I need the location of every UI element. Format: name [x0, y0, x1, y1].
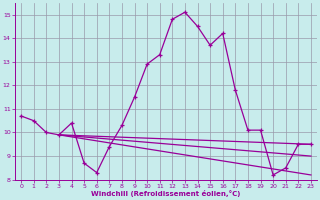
X-axis label: Windchill (Refroidissement éolien,°C): Windchill (Refroidissement éolien,°C)	[91, 190, 241, 197]
